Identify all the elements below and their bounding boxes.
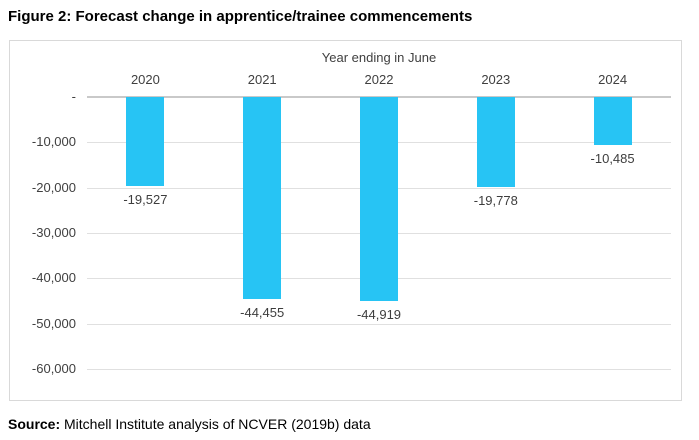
bar-2021 — [243, 97, 282, 299]
bar-value-label: -19,778 — [473, 192, 518, 208]
chart-container: Year ending in June 2020 2021 2022 2023 2024… — [9, 40, 682, 401]
bar-value-label: -10,485 — [590, 150, 635, 166]
source-text: Mitchell Institute analysis of NCVER (20… — [60, 416, 371, 432]
category-label: 2021 — [247, 72, 277, 87]
bar-value-label: -19,527 — [123, 191, 168, 207]
x-axis-title: Year ending in June — [321, 50, 437, 65]
y-tick-label: -60,000 — [31, 361, 76, 376]
bar-2023 — [476, 97, 515, 187]
y-tick-label: - — [71, 89, 76, 104]
bar-value-label: -44,919 — [356, 306, 402, 322]
category-axis: 2020 2021 2022 2023 2024 — [87, 72, 671, 88]
category-label: 2023 — [481, 72, 511, 87]
gridline — [87, 323, 671, 325]
category-label: 2024 — [598, 72, 628, 87]
y-tick-label: -20,000 — [31, 179, 76, 195]
category-label: 2022 — [364, 72, 394, 87]
plot-area: -19,527 -44,455 -44,919 -19,778 -10,485 — [87, 96, 671, 370]
y-tick-label: -30,000 — [31, 225, 76, 240]
source-label: Source: — [8, 416, 61, 432]
y-axis: - -10,000 -20,000 -30,000 -40,000 -50,000 -60,… — [10, 90, 76, 376]
y-tick-label: -40,000 — [31, 270, 76, 286]
gridline — [87, 369, 671, 370]
bar-2024 — [593, 97, 632, 145]
category-label: 2020 — [130, 72, 160, 87]
bar-2022 — [360, 97, 398, 301]
y-tick-label: -50,000 — [31, 315, 76, 331]
y-tick-label: -10,000 — [31, 134, 76, 150]
bar-2020 — [126, 97, 165, 186]
bar-value-label: -44,455 — [240, 304, 285, 320]
figure-title: Figure 2: Forecast change in apprentice/… — [8, 8, 473, 25]
source-note: Source: Mitchell Institute analysis of N… — [8, 416, 371, 432]
